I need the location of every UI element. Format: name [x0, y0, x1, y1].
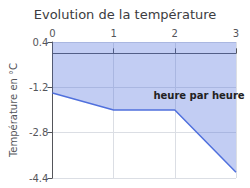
svg-text:1: 1: [110, 28, 116, 39]
svg-text:Température en °C: Température en °C: [8, 63, 19, 158]
svg-text:-1.2: -1.2: [29, 82, 49, 93]
svg-text:-2.8: -2.8: [29, 127, 49, 138]
svg-text:heure par heure: heure par heure: [153, 90, 244, 101]
svg-text:Evolution de la température: Evolution de la température: [34, 7, 217, 22]
svg-text:0: 0: [49, 28, 55, 39]
svg-text:2: 2: [172, 28, 178, 39]
svg-text:3: 3: [233, 28, 239, 39]
svg-text:0.4: 0.4: [33, 37, 49, 48]
svg-text:-4.4: -4.4: [29, 173, 49, 184]
